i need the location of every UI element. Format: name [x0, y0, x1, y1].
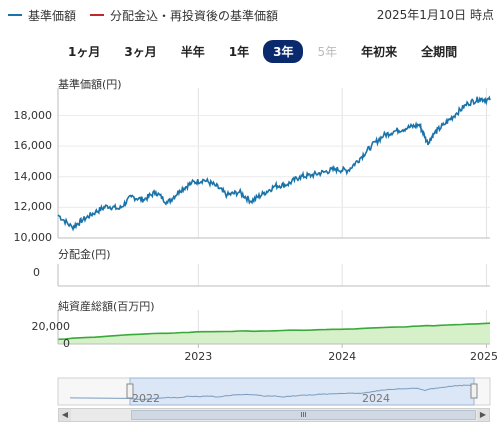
navigator-scrollbar[interactable]: ◀ III ▶ — [58, 408, 490, 422]
navigator-handle-left — [126, 383, 134, 399]
assets-series-line — [57, 322, 491, 341]
price-series-line — [57, 95, 491, 232]
range-tab-2[interactable]: 半年 — [180, 45, 205, 59]
as-of-date: 2025年1月10日 時点 — [376, 8, 494, 22]
range-tab-3[interactable]: 1年 — [228, 45, 250, 59]
range-tab-0[interactable]: 1ヶ月 — [68, 45, 101, 59]
navigator-handle-right — [470, 383, 478, 399]
legend-swatch-nav — [8, 14, 22, 16]
x-tick-label-0: 2023 — [184, 350, 213, 363]
assets-panel-title: 純資産総額(百万円) — [58, 300, 155, 313]
navigator-label-1: 2024 — [362, 392, 390, 405]
legend-label-nav: 基準価額 — [28, 8, 77, 23]
x-tick-label-2: 2025 — [470, 350, 498, 363]
price-y-tick-3: 16,000 — [13, 139, 53, 153]
navigator-series-line — [69, 384, 473, 401]
assets-y-tick-1: 20,000 — [31, 320, 71, 333]
legend-item-nav[interactable]: 基準価額 — [8, 7, 76, 24]
price-y-tick-0: 10,000 — [13, 231, 53, 244]
scroll-left-button[interactable]: ◀ — [59, 409, 71, 421]
legend-label-reinvested: 分配金込・再投資後の基準価額 — [110, 8, 279, 23]
price-y-tick-1: 12,000 — [13, 200, 53, 214]
price-panel-title: 基準価額(円) — [58, 78, 122, 91]
range-tab-1[interactable]: 3ヶ月 — [124, 45, 157, 59]
scrollbar-thumb[interactable]: III — [131, 410, 476, 420]
dist-y-tick-0: 0 — [33, 266, 40, 279]
range-tabs: 1ヶ月 3ヶ月 半年 1年 3年 5年 年初来 全期間 — [58, 40, 471, 63]
price-y-tick-4: 18,000 — [13, 108, 53, 122]
legend-swatch-reinvested — [90, 14, 105, 16]
assets-area-fill — [58, 323, 490, 344]
range-tab-5: 5年 — [317, 45, 338, 59]
range-tab-7[interactable]: 全期間 — [421, 45, 458, 59]
navigator-selection — [129, 377, 475, 406]
x-tick-label-1: 2024 — [328, 350, 357, 363]
scroll-right-button[interactable]: ▶ — [477, 409, 489, 421]
navigator-label-0: 2022 — [132, 392, 160, 405]
range-tab-4[interactable]: 3年 — [263, 40, 304, 63]
assets-y-tick-0: 0 — [63, 337, 70, 350]
range-tab-6[interactable]: 年初来 — [361, 45, 398, 59]
distribution-panel-title: 分配金(円) — [58, 248, 111, 261]
chart-legend: 基準価額 分配金込・再投資後の基準価額 — [8, 6, 292, 24]
legend-item-reinvested[interactable]: 分配金込・再投資後の基準価額 — [90, 7, 278, 24]
price-y-tick-2: 14,000 — [13, 169, 53, 183]
